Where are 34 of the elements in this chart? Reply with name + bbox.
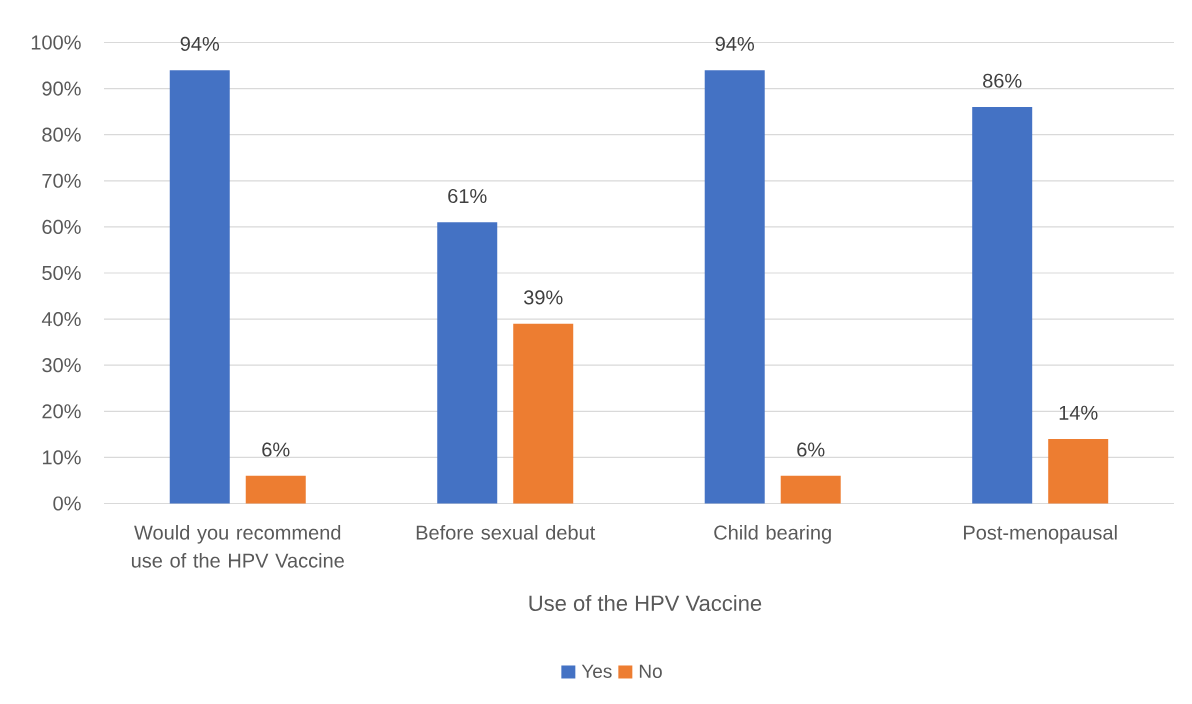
y-tick-label: 10%	[42, 450, 81, 465]
data-label: 39%	[523, 290, 563, 305]
bar	[1048, 438, 1109, 504]
legend-label: No	[639, 664, 662, 678]
data-label: 14%	[1059, 405, 1098, 420]
x-tick-label: Would you recommend use of the HPV Vaccine	[131, 525, 344, 568]
y-tick-label: 40%	[41, 312, 81, 327]
y-tick-label: 50%	[42, 265, 81, 281]
bar	[437, 222, 498, 504]
bar	[169, 70, 230, 504]
data-label: 94%	[715, 36, 755, 51]
y-tick-label: 90%	[42, 81, 81, 96]
legend-label: Yes	[581, 664, 612, 678]
y-tick-label: 0%	[53, 496, 81, 511]
y-tick-label: 70%	[42, 173, 81, 188]
y-tick-label: 30%	[42, 358, 81, 373]
bar	[704, 70, 765, 504]
x-tick-label: Post-menopausal	[964, 525, 1117, 544]
bar	[513, 323, 574, 504]
y-tick-label: 60%	[42, 219, 81, 234]
data-label: 94%	[180, 36, 220, 51]
x-axis-title: Use of the HPV Vaccine	[529, 594, 762, 612]
data-label: 61%	[448, 188, 487, 204]
x-tick-label: Before sexual debut	[416, 525, 596, 540]
y-tick-label: 20%	[42, 404, 81, 419]
bar	[245, 475, 306, 504]
data-label: 6%	[797, 442, 825, 457]
bar	[780, 475, 841, 504]
bar	[972, 107, 1033, 504]
y-tick-label: 100%	[31, 35, 81, 50]
data-label: 6%	[262, 442, 290, 457]
x-tick-label: Child bearing	[714, 525, 831, 544]
data-label: 86%	[983, 73, 1022, 88]
y-tick-label: 80%	[42, 127, 81, 142]
